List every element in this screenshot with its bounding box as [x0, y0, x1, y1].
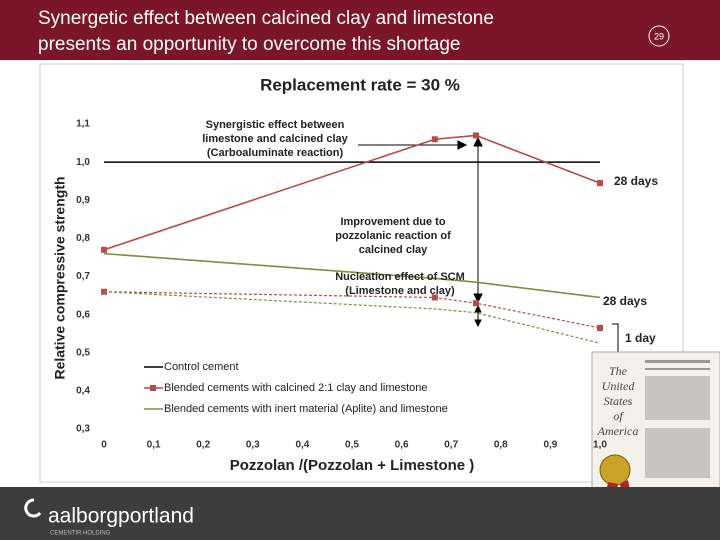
arrowhead: [473, 136, 483, 147]
annotation: pozzolanic reaction of: [335, 230, 451, 242]
x-tick-label: 0,9: [543, 440, 557, 451]
y-tick-label: 0,7: [76, 271, 90, 282]
data-marker: [597, 180, 603, 187]
data-marker: [597, 324, 603, 331]
annotation: 28 days: [603, 294, 647, 308]
patent-line: [645, 368, 710, 370]
legend-label: Blended cements with inert material (Apl…: [164, 403, 448, 415]
x-axis-label: Pozzolan /(Pozzolan + Limestone ): [230, 457, 475, 474]
annotation: Nucleation effect of SCM: [335, 271, 465, 283]
annotation: 1 day: [625, 331, 656, 345]
patent-block: [645, 428, 710, 478]
x-tick-label: 1,0: [593, 440, 607, 451]
x-tick-label: 0,7: [444, 440, 458, 451]
slide-title: presents an opportunity to overcome this…: [38, 34, 460, 55]
arrowhead: [457, 140, 468, 150]
x-tick-label: 0,1: [147, 440, 161, 451]
slide-title: Synergetic effect between calcined clay …: [38, 8, 494, 29]
patent-line: [645, 360, 710, 363]
x-tick-label: 0,8: [494, 440, 508, 451]
series-line: [103, 134, 601, 251]
data-marker: [431, 294, 438, 301]
data-marker: [431, 136, 438, 143]
y-tick-label: 0,6: [76, 309, 90, 320]
annotation: Synergistic effect between: [206, 119, 345, 131]
series-line: [103, 252, 601, 299]
footer-logo: aalborgportland: [48, 505, 194, 528]
y-tick-label: 0,5: [76, 347, 90, 358]
annotation: (Carboaluminate reaction): [207, 147, 344, 159]
data-marker: [473, 132, 479, 139]
chart-title: Replacement rate = 30 %: [260, 75, 460, 94]
legend-label: Control cement: [164, 361, 239, 373]
arrows: [358, 136, 619, 353]
series-line: [103, 291, 601, 329]
legend-marker: [150, 385, 156, 391]
data-marker: [473, 300, 479, 307]
footer-company: CEMENTIR HOLDING: [50, 531, 111, 537]
arrowhead: [474, 319, 482, 328]
annotation: Improvement due to: [340, 216, 445, 228]
y-axis-label: Relative compressive strength: [52, 176, 68, 379]
annotation: calcined clay: [359, 244, 428, 256]
x-tick-label: 0,5: [345, 440, 359, 451]
y-tick-label: 1,0: [76, 157, 90, 168]
y-tick-label: 0,3: [76, 424, 90, 435]
data-marker: [101, 246, 107, 253]
y-tick-label: 0,9: [76, 195, 90, 206]
patent-block: [645, 376, 710, 420]
patent-text: States: [604, 394, 633, 408]
annotation: 28 days: [614, 174, 658, 188]
legend-label: Blended cements with calcined 2:1 clay a…: [164, 382, 428, 394]
footer-band: [0, 487, 720, 540]
page-number: 29: [654, 31, 664, 41]
page-number-circle: [648, 25, 670, 47]
y-tick-label: 0,8: [76, 233, 90, 244]
logo-mark: [24, 498, 42, 518]
patent-seal: [599, 454, 631, 486]
patent-text: America: [597, 424, 639, 438]
patent-text: of: [613, 409, 624, 423]
patent-text: United: [602, 379, 636, 393]
y-tick-label: 1,1: [76, 119, 90, 130]
chart-frame: [39, 63, 684, 483]
x-tick-label: 0,4: [295, 440, 309, 451]
header-band: [0, 0, 720, 60]
arrowhead: [473, 293, 483, 304]
x-tick-label: 0,2: [196, 440, 210, 451]
annotation: limestone and calcined clay: [202, 133, 348, 145]
series-line: [103, 291, 601, 344]
annotation: (Limestone and clay): [345, 285, 455, 297]
patent-text: The: [609, 364, 628, 378]
patent-text-block: [645, 360, 710, 478]
arrowhead: [474, 304, 482, 313]
x-tick-label: 0,6: [395, 440, 409, 451]
x-tick-label: 0,3: [246, 440, 260, 451]
y-tick-label: 0,4: [76, 386, 90, 397]
x-tick-label: 0: [101, 440, 107, 451]
